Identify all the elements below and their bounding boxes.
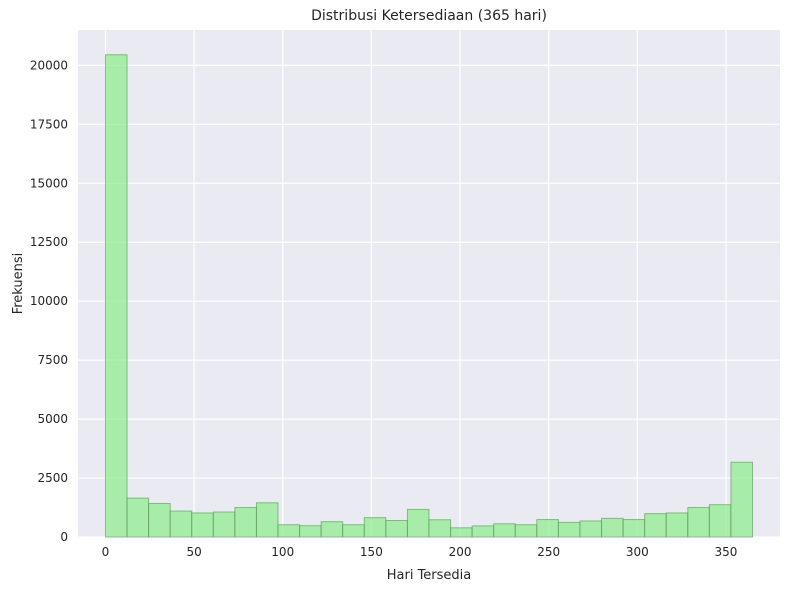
y-tick-label: 20000 xyxy=(30,58,68,72)
histogram-bar xyxy=(665,512,689,538)
histogram-bar xyxy=(514,524,538,538)
y-tick-label: 7500 xyxy=(37,353,68,367)
histogram-bar xyxy=(557,521,581,538)
histogram-bar xyxy=(708,504,732,538)
y-tick-label: 2500 xyxy=(37,471,68,485)
x-tick-label: 100 xyxy=(271,545,294,559)
histogram-bar xyxy=(320,521,344,538)
histogram-bar xyxy=(471,525,495,538)
histogram-bar xyxy=(342,524,365,538)
chart-title: Distribusi Ketersediaan (365 hari) xyxy=(311,8,547,24)
histogram-bar xyxy=(450,527,473,538)
histogram-bars xyxy=(104,54,754,538)
histogram-bar xyxy=(687,507,710,538)
x-tick-label: 250 xyxy=(537,545,560,559)
plot-background xyxy=(78,30,780,537)
histogram-bar xyxy=(579,520,603,538)
x-tick-label: 0 xyxy=(102,545,110,559)
y-tick-label: 0 xyxy=(60,530,68,544)
histogram-bar xyxy=(169,510,193,538)
y-tick-label: 15000 xyxy=(30,176,68,190)
histogram-bar xyxy=(536,519,559,538)
x-axis-label: Hari Tersedia xyxy=(387,568,472,583)
histogram-bar xyxy=(234,507,257,538)
y-axis-label: Frekuensi xyxy=(11,253,26,315)
x-tick-label: 50 xyxy=(186,545,201,559)
histogram-bar xyxy=(644,513,667,538)
y-tick-label: 5000 xyxy=(37,412,68,426)
histogram-bar xyxy=(299,525,322,538)
histogram-bar xyxy=(212,511,236,538)
histogram-bar xyxy=(622,519,646,538)
y-axis-ticks: 0 2500 5000 7500 10000 12500 15000 17500 20000 xyxy=(30,58,68,544)
x-tick-label: 300 xyxy=(626,545,649,559)
y-tick-label: 10000 xyxy=(30,294,68,308)
x-tick-label: 200 xyxy=(449,545,472,559)
y-tick-label: 12500 xyxy=(30,235,68,249)
histogram-bar xyxy=(148,503,171,538)
histogram-bar xyxy=(601,517,624,538)
histogram-bar xyxy=(730,461,754,538)
histogram-bar xyxy=(104,54,128,538)
histogram-bar xyxy=(428,519,452,538)
histogram-bar xyxy=(126,497,150,538)
histogram-bar xyxy=(406,508,430,538)
x-axis-ticks: 0 50 100 150 200 250 300 350 xyxy=(102,545,738,559)
histogram-bar xyxy=(255,502,279,538)
histogram-bar xyxy=(363,517,387,538)
x-tick-label: 150 xyxy=(360,545,383,559)
grid-lines xyxy=(78,30,780,538)
histogram-bar xyxy=(277,524,301,538)
y-tick-label: 17500 xyxy=(30,117,68,131)
histogram-bar xyxy=(191,512,214,538)
histogram-bar xyxy=(385,519,408,538)
histogram-bar xyxy=(493,523,516,538)
x-tick-label: 350 xyxy=(714,545,737,559)
